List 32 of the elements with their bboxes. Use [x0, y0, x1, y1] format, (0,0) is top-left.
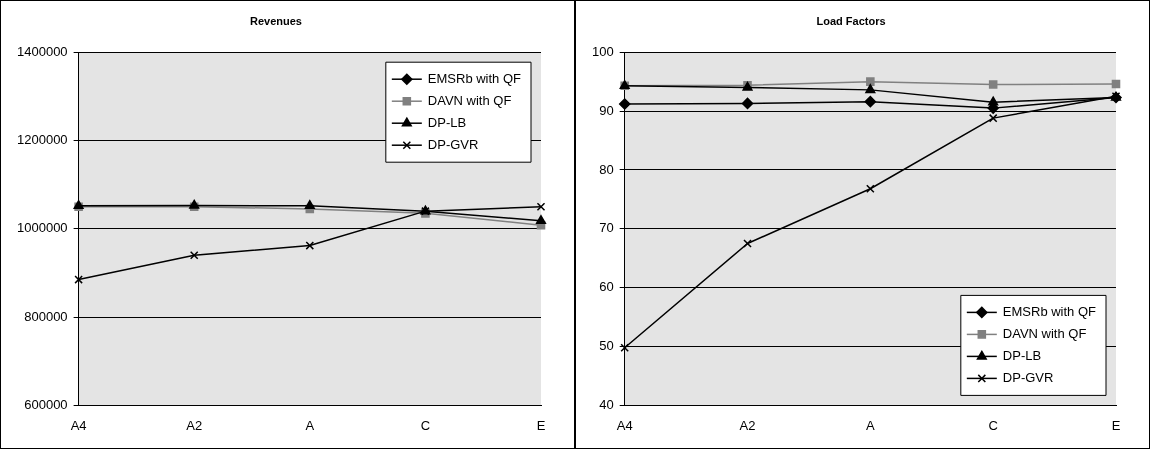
y-tick-label: 1400000 — [16, 43, 68, 59]
x-tick-label: E — [1111, 417, 1121, 433]
legend-label: EMSRb with QF — [427, 70, 522, 86]
y-tick-label: 70 — [599, 220, 614, 236]
y-tick-label: 50 — [599, 338, 614, 354]
y-tick-label: 80 — [599, 161, 614, 177]
y-tick-label: 1000000 — [16, 220, 68, 236]
legend-label: DP-LB — [1002, 347, 1042, 363]
x-tick-label: E — [536, 417, 546, 433]
legend-label: DP-LB — [427, 114, 467, 130]
x-tick-label: A — [866, 417, 876, 433]
legend-label: DAVN with QF — [427, 92, 512, 108]
y-tick-label: 100 — [591, 43, 614, 59]
legend-label: DP-GVR — [1002, 369, 1054, 385]
y-tick-label: 800000 — [24, 308, 68, 324]
legend-label: EMSRb with QF — [1002, 303, 1097, 319]
y-tick-label: 60 — [599, 279, 614, 295]
x-tick-label: C — [988, 417, 998, 433]
x-tick-label: A — [305, 417, 315, 433]
y-tick-label: 90 — [599, 102, 614, 118]
x-tick-label: A4 — [616, 417, 633, 433]
x-tick-label: C — [420, 417, 431, 433]
x-tick-label: A4 — [70, 417, 87, 433]
legend-label: DAVN with QF — [1002, 325, 1087, 341]
y-tick-label: 40 — [599, 396, 614, 412]
x-tick-label: A2 — [739, 417, 756, 433]
x-tick-label: A2 — [186, 417, 203, 433]
y-tick-label: 600000 — [24, 396, 68, 412]
y-tick-label: 1200000 — [16, 132, 68, 148]
legend-label: DP-GVR — [427, 136, 479, 152]
chart-title: Load Factors — [816, 14, 886, 27]
chart-title: Revenues — [250, 14, 302, 27]
